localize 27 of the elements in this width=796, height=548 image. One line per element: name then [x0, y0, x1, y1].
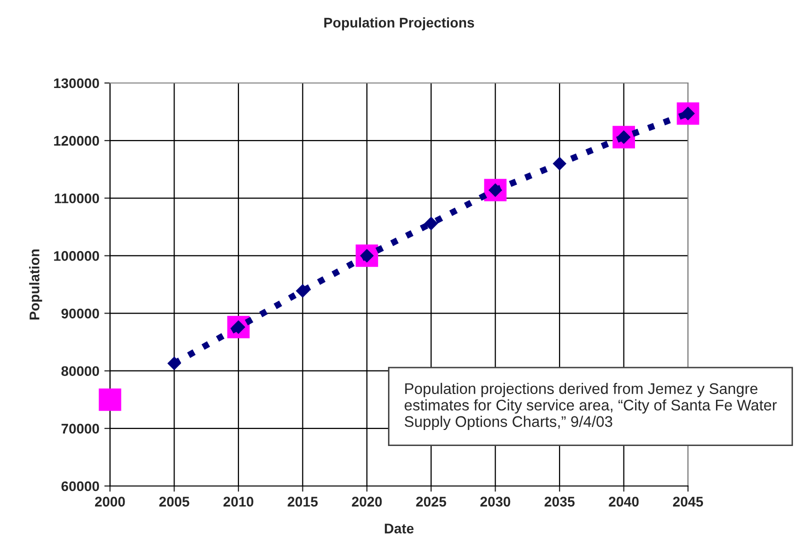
y-tick-label: 110000: [54, 193, 100, 204]
point: [98, 388, 122, 411]
x-tick-label: 2020: [352, 496, 382, 507]
point: [296, 284, 310, 298]
x-tick-label: 2025: [416, 496, 446, 507]
x-tick-label: 2005: [159, 496, 190, 507]
x-axis-title: Date: [384, 524, 414, 534]
y-tick-label: 60000: [61, 481, 100, 492]
x-tick-label: 2035: [544, 496, 575, 507]
point: [424, 216, 438, 230]
point: [168, 356, 181, 370]
x-tick-label: 2000: [95, 496, 125, 507]
y-tick-label: 130000: [54, 78, 100, 88]
y-tick-label: 100000: [54, 251, 100, 261]
x-tick-label: 2010: [223, 496, 254, 507]
x-tick-label: 2045: [673, 496, 704, 507]
y-tick-label: 90000: [61, 308, 100, 318]
x-tick-label: 2015: [288, 496, 318, 507]
x-tick-label: 2040: [608, 496, 639, 507]
y-axis-title: Population: [29, 249, 42, 320]
y-tick-label: 80000: [61, 366, 100, 376]
chart-title: Population Projections: [324, 17, 474, 30]
annotation: Population projections derived from Jemez y Sangre estimates for City service area, “City of Santa Fe Water Supply Options Charts,” 9/4/03: [404, 382, 777, 430]
point: [552, 157, 566, 170]
y-tick-label: 70000: [62, 424, 100, 434]
y-tick-label: 120000: [54, 136, 100, 146]
x-tick-label: 2030: [480, 496, 510, 507]
